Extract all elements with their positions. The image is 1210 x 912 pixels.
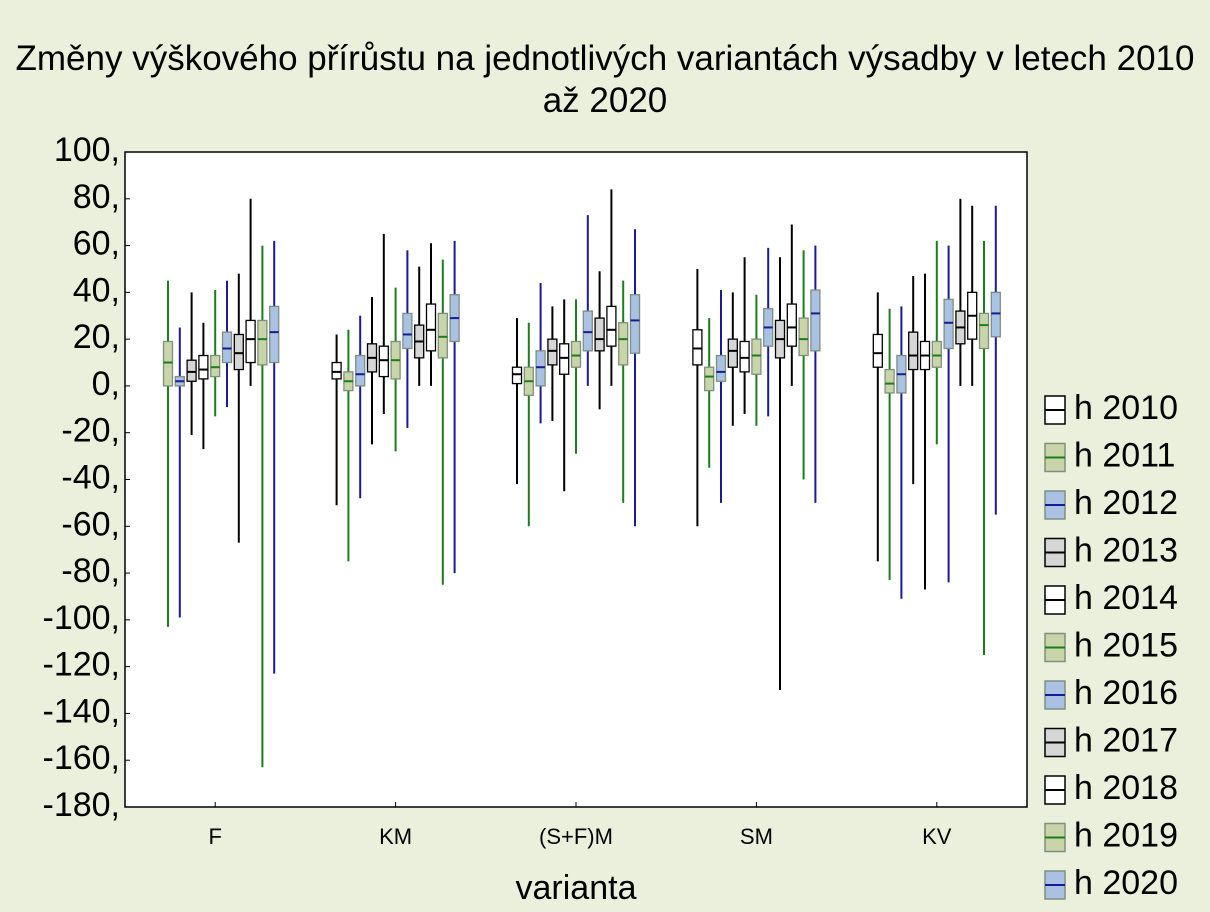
legend-label: h 2012	[1074, 484, 1178, 522]
title-box: Změny výškového přírůstu na jednotlivých…	[15, 39, 1195, 120]
box	[511, 366, 523, 385]
box	[872, 333, 883, 368]
box	[210, 354, 221, 378]
box	[186, 359, 197, 382]
y-tick-label: -160,	[43, 739, 121, 777]
y-tick-label: -140,	[43, 692, 121, 730]
box	[978, 312, 990, 350]
x-tick-label: KM	[379, 824, 412, 849]
y-tick-label: -80,	[61, 552, 120, 590]
box	[402, 312, 413, 350]
box	[931, 340, 942, 368]
box	[221, 331, 233, 364]
box	[990, 291, 1001, 338]
y-tick-label: -120,	[43, 646, 121, 684]
box	[257, 319, 268, 366]
box	[692, 329, 703, 366]
y-tick-label: 60,	[73, 225, 120, 263]
box	[162, 340, 174, 387]
plot-area	[124, 151, 1028, 808]
box	[233, 333, 244, 371]
y-tick-label: 80,	[73, 178, 120, 216]
box	[606, 305, 617, 347]
legend-label: h 2017	[1074, 721, 1178, 759]
y-tick-label: -60,	[61, 505, 120, 543]
box	[798, 317, 809, 357]
x-tick-label: (S+F)M	[539, 824, 613, 849]
box	[582, 310, 593, 352]
y-tick-label: -100,	[43, 599, 121, 637]
box	[739, 340, 750, 373]
legend-label: h 2010	[1074, 389, 1178, 427]
legend-label: h 2015	[1074, 626, 1178, 664]
legend-label: h 2019	[1074, 816, 1178, 854]
box	[198, 354, 209, 380]
y-tick-label: 0,	[92, 365, 120, 403]
box	[437, 312, 448, 359]
box	[884, 368, 895, 394]
y-tick-label: 40,	[73, 271, 120, 309]
legend-label: h 2014	[1074, 579, 1178, 617]
legend-label: h 2020	[1074, 864, 1178, 902]
y-tick-label: 100,	[54, 131, 120, 169]
legend-label: h 2013	[1074, 531, 1178, 569]
box	[618, 322, 629, 366]
box	[786, 303, 797, 347]
x-tick-label: F	[208, 824, 221, 849]
box	[704, 366, 715, 392]
x-tick-label: SM	[740, 824, 773, 849]
legend-label: h 2016	[1074, 674, 1178, 712]
x-axis-label: varianta	[516, 869, 637, 907]
box	[943, 298, 954, 350]
box	[715, 354, 727, 382]
x-tick-label: KV	[922, 824, 952, 849]
box	[535, 350, 546, 387]
box	[751, 338, 762, 375]
box	[810, 289, 821, 352]
legend-label: h 2018	[1074, 769, 1178, 807]
box	[559, 343, 570, 375]
box	[331, 361, 342, 380]
chart-title: Změny výškového přírůstu na jednotlivých…	[15, 39, 1195, 120]
box	[570, 340, 582, 368]
y-tick-label: -180,	[43, 786, 121, 824]
box	[425, 303, 437, 352]
y-tick-label: -20,	[61, 412, 120, 450]
box	[629, 294, 641, 354]
box	[269, 305, 280, 364]
y-tick-label: 20,	[73, 318, 120, 356]
box	[245, 319, 256, 364]
box	[378, 345, 389, 378]
box	[594, 317, 605, 352]
box	[547, 338, 558, 366]
box	[727, 338, 738, 368]
y-tick-label: -40,	[61, 458, 120, 496]
box	[355, 354, 366, 387]
legend-label: h 2011	[1074, 436, 1175, 474]
box	[908, 331, 919, 371]
